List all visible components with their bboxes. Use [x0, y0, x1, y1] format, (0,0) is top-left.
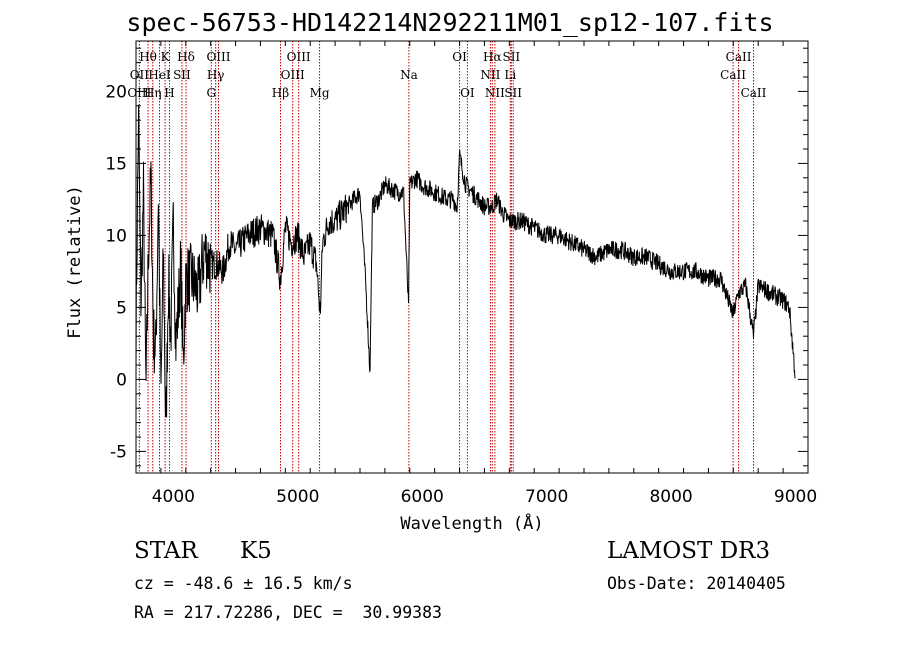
line-label: SII [504, 86, 522, 100]
line-label: HeI [148, 68, 171, 82]
line-label: CaII [720, 68, 746, 82]
line-label: Li [504, 68, 516, 82]
line-label: OII [130, 68, 150, 82]
line-label: Hγ [207, 68, 225, 82]
line-label: OIII [287, 50, 311, 64]
line-label: OIII [281, 68, 305, 82]
line-labels: Hθ OII OIII K Hδ HeI Hη SII H OIII Hγ G OIII OIII Hβ Mg… [127, 50, 766, 100]
line-label: CaII [726, 50, 752, 64]
line-label: Hθ [139, 50, 157, 64]
line-label: Mg [310, 86, 330, 100]
line-label: Na [400, 68, 418, 82]
y-tick-label: 15 [105, 154, 127, 174]
line-label: NII [485, 86, 505, 100]
line-label: Hη [144, 86, 162, 100]
object-class: STAR [134, 538, 198, 564]
emission-line-markers [138, 41, 754, 473]
line-label: K [161, 50, 171, 64]
plot-frame [135, 40, 809, 474]
line-label: Hδ [177, 50, 195, 64]
y-tick-label: 20 [105, 82, 127, 102]
y-axis: -5 0 5 10 15 20 [105, 47, 808, 467]
line-label: SII [502, 50, 520, 64]
x-tick-label: 9000 [774, 487, 817, 507]
x-tick-label: 4000 [152, 487, 195, 507]
y-tick-label: 10 [105, 226, 127, 246]
line-label: SII [173, 68, 191, 82]
line-label: NII [480, 68, 500, 82]
object-subclass: K5 [240, 538, 272, 564]
redshift-info: cz = -48.6 ± 16.5 km/s [134, 574, 353, 593]
coordinates: RA = 217.72286, DEC = 30.99383 [134, 603, 442, 622]
survey-name: LAMOST DR3 [607, 538, 771, 564]
line-label: G [206, 86, 216, 100]
line-label: OI [460, 86, 475, 100]
chart-title: spec-56753-HD142214N292211M01_sp12-107.f… [126, 8, 774, 37]
spectrum-series [135, 104, 796, 418]
x-tick-label: 8000 [649, 487, 692, 507]
line-label: OIII [206, 50, 230, 64]
line-label: OIII [127, 86, 151, 100]
y-tick-label: -5 [110, 442, 127, 462]
line-label: CaII [741, 86, 767, 100]
x-tick-label: 5000 [276, 487, 319, 507]
line-label: OI [452, 50, 467, 64]
line-label: Hα [483, 50, 502, 64]
x-axis: 4000 5000 6000 7000 8000 9000 [135, 41, 817, 507]
line-label: H [164, 86, 174, 100]
y-axis-label: Flux (relative) [65, 185, 85, 339]
x-axis-label: Wavelength (Å) [400, 512, 543, 534]
obs-date: Obs-Date: 20140405 [607, 574, 786, 593]
x-tick-label: 7000 [525, 487, 568, 507]
line-label: Hβ [272, 86, 289, 100]
x-tick-label: 6000 [401, 487, 444, 507]
y-tick-label: 0 [116, 370, 127, 390]
y-tick-label: 5 [116, 298, 127, 318]
